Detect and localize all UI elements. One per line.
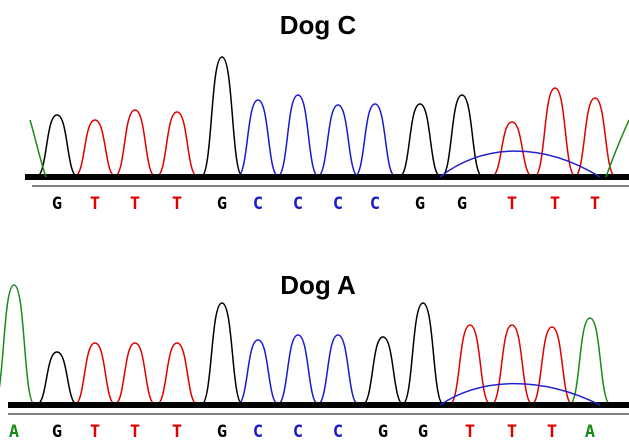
base-call: T [550,194,560,214]
base-call: G [52,194,62,214]
peak [237,340,279,405]
base-call: G [457,194,467,214]
base-call: T [172,422,182,441]
peak [399,104,441,177]
peak [354,104,396,177]
panel-title: Dog A [280,270,356,300]
peak [201,303,243,405]
peak [277,95,319,177]
base-call: C [370,194,380,214]
base-call: T [465,422,475,441]
peak [156,112,198,177]
base-call: C [253,194,263,214]
base-call: G [378,422,388,441]
base-call: T [172,194,182,214]
base-call: A [585,422,595,441]
base-call: T [507,194,517,214]
peak [534,88,576,177]
peak [114,343,156,405]
base-call: T [130,422,140,441]
peak [317,335,359,405]
edge-trace [606,120,629,177]
base-call: G [418,422,428,441]
base-call: T [90,422,100,441]
peak [569,318,611,405]
base-call: G [217,194,227,214]
peak [402,303,444,405]
peak [491,122,533,177]
panel-title: Dog C [280,10,357,40]
peak [441,95,483,177]
base-call: T [590,194,600,214]
base-call: G [217,422,227,441]
base-call: T [90,194,100,214]
base-call: C [293,194,303,214]
base-call: C [333,422,343,441]
peak [74,120,116,177]
base-call: A [9,422,19,441]
base-call: C [333,194,343,214]
background-trace [440,151,600,177]
peak [449,325,491,405]
peak [317,105,359,177]
peak [36,352,78,405]
chromatogram-figure: Dog C Dog A G T T T G C C C C G G T T T A G T T T G C C C G G T T T… [0,0,629,441]
base-call: C [293,422,303,441]
base-call: G [52,422,62,441]
peak [237,100,279,177]
peak [531,327,573,405]
base-call: G [415,194,425,214]
base-call: T [547,422,557,441]
base-call: C [253,422,263,441]
peak [201,57,243,177]
edge-trace [30,120,46,177]
peak [491,325,533,405]
peak [362,337,404,405]
peak [277,335,319,405]
base-call: T [130,194,140,214]
peak [74,343,116,405]
base-call: T [507,422,517,441]
peak [156,343,198,405]
peak [114,110,156,177]
peak [0,285,35,405]
